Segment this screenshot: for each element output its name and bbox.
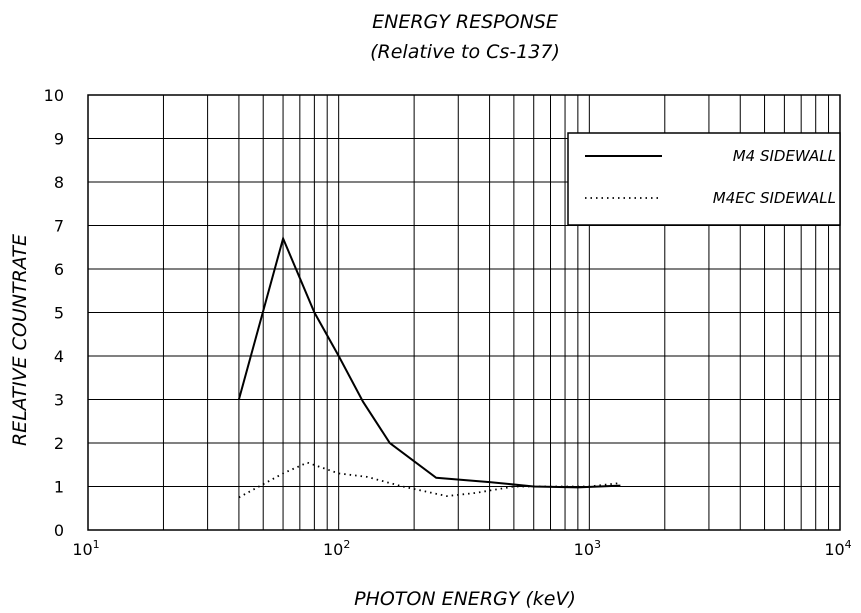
series-line-0: [237, 235, 621, 489]
y-tick-label: 7: [54, 217, 64, 236]
y-tick-label: 9: [54, 130, 64, 149]
x-tick-label: 103: [574, 538, 601, 559]
y-tick-label: 3: [54, 391, 64, 410]
x-tick-label: 104: [824, 538, 851, 559]
legend-label: M4 SIDEWALL: [733, 147, 836, 165]
series-lines: [237, 235, 621, 499]
y-tick-label: 6: [54, 260, 64, 279]
plot-frame: [87, 94, 841, 531]
series-line-1: [238, 461, 621, 499]
plot-frame-rect: [87, 94, 841, 531]
y-tick-label: 8: [54, 173, 64, 192]
y-tick-label: 10: [44, 86, 64, 105]
y-tick-label: 4: [54, 347, 64, 366]
y-tick-label: 0: [54, 521, 64, 540]
x-tick-labels: 101 102 103 104: [72, 538, 851, 559]
y-tick-labels: 0 1 2 3 4 5 6 7 8 9 10: [44, 86, 64, 540]
legend-box: [567, 132, 841, 226]
chart-subtitle: (Relative to Cs-137): [370, 41, 560, 63]
legend: M4 SIDEWALL M4EC SIDEWALL: [567, 132, 841, 226]
x-tick-label: 102: [323, 538, 350, 559]
x-axis-label: PHOTON ENERGY (keV): [354, 588, 576, 610]
legend-label: M4EC SIDEWALL: [713, 189, 836, 207]
y-tick-label: 2: [54, 434, 64, 453]
y-axis-label: RELATIVE COUNTRATE: [9, 234, 31, 446]
chart-title: ENERGY RESPONSE: [372, 11, 558, 33]
y-tick-label: 5: [54, 304, 64, 323]
y-tick-label: 1: [54, 478, 64, 497]
x-tick-label: 101: [72, 538, 99, 559]
